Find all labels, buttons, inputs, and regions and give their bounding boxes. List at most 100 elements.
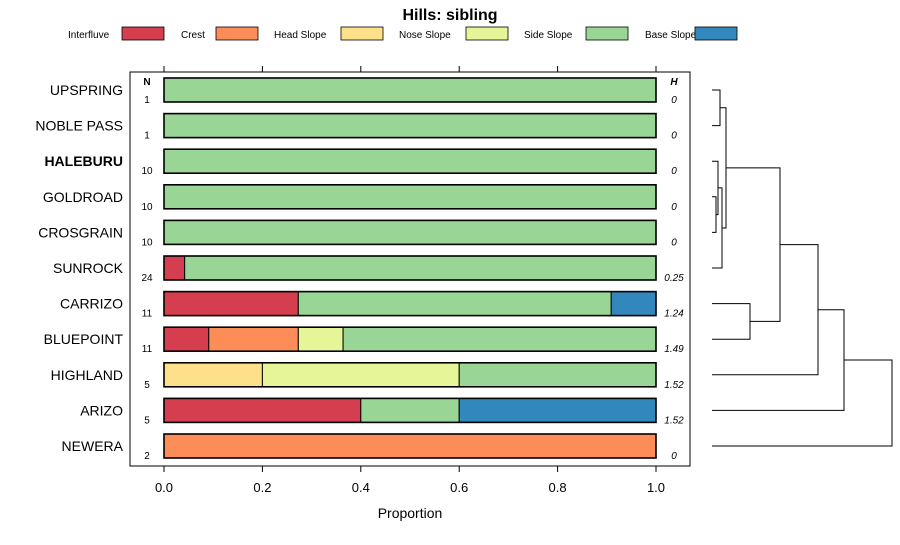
h-column-header: H [670,77,678,88]
row-label-bluepoint: BLUEPOINT [44,331,124,347]
bar-segment-goldroad-side-slope [163,184,657,210]
dendrogram [712,89,893,447]
h-value-crosgrain: 0 [671,237,677,248]
bar-segment-bluepoint-nose-slope [297,326,344,352]
bar-segment-carrizo-interfluve [163,291,299,317]
dendrogram-link-3 [712,187,723,269]
row-label-upspring: UPSPRING [50,82,123,98]
row-label-carrizo: CARRIZO [60,296,123,312]
bar-segment-bluepoint-interfluve [163,326,210,352]
h-value-newera: 0 [671,451,677,462]
bar-segment-highland-head-slope [163,362,263,388]
h-value-sunrock: 0.25 [664,273,684,284]
legend-swatch-crest [215,26,259,41]
bar-outline-newera [163,433,657,459]
n-value-goldroad: 10 [141,202,153,213]
dendrogram-link-0 [712,196,717,233]
bar-segment-haleburu-side-slope [163,148,657,174]
h-value-haleburu: 0 [671,166,677,177]
h-value-goldroad: 0 [671,202,677,213]
bars [163,77,657,459]
bar-segment-arizo-base-slope [458,397,657,423]
x-tick-label-1: 0.2 [253,480,271,495]
n-value-noble-pass: 1 [144,131,150,142]
dendrogram-link-7 [712,244,819,376]
chart-title: Hills: sibling [402,7,497,24]
row-label-newera: NEWERA [62,438,124,454]
bar-outline-bluepoint [163,326,657,353]
n-value-sunrock: 24 [141,273,153,284]
legend-swatch-side-slope [585,26,629,41]
bar-segment-arizo-interfluve [163,397,362,423]
bar-segment-crosgrain-side-slope [163,219,657,245]
bar-segment-arizo-side-slope [360,397,460,423]
row-label-arizo: ARIZO [80,402,123,418]
row-label-crosgrain: CROSGRAIN [38,224,123,240]
h-value-arizo: 1.52 [664,415,684,426]
dendrogram-link-1 [712,160,719,216]
bar-segment-noble-pass-side-slope [163,113,657,139]
x-axis-label: Proportion [378,505,443,521]
legend-label-base-slope: Base Slope [645,30,697,41]
row-label-haleburu: HALEBURU [44,153,123,169]
bar-segment-bluepoint-crest [208,326,299,352]
bar-segment-carrizo-base-slope [610,291,657,317]
bar-segment-highland-nose-slope [261,362,460,388]
n-value-arizo: 5 [144,415,150,426]
bar-segment-bluepoint-side-slope [342,326,657,352]
bar-segment-sunrock-interfluve [163,255,186,281]
n-value-upspring: 1 [144,95,150,106]
row-label-sunrock: SUNROCK [53,260,124,276]
x-axis: 0.0 0.2 0.4 0.6 0.8 1.0 [155,66,665,495]
x-tick-label-3: 0.6 [450,480,468,495]
n-column-header: N [143,77,150,88]
bar-outline-sunrock [163,255,657,281]
legend-label-side-slope: Side Slope [524,30,573,41]
dendrogram-link-2 [712,89,721,127]
dendrogram-link-5 [712,303,751,340]
bar-segment-highland-side-slope [458,362,657,388]
n-value-haleburu: 10 [141,166,153,177]
bar-outline-arizo [163,397,657,424]
bar-outline-goldroad [163,184,657,210]
row-label-noble-pass: NOBLE PASS [35,118,123,134]
x-tick-label-5: 1.0 [647,480,665,495]
bar-outline-highland [163,361,657,388]
legend-label-crest: Crest [181,30,205,41]
n-value-highland: 5 [144,380,150,391]
legend-swatch-base-slope [694,26,738,41]
h-value-bluepoint: 1.49 [664,344,684,355]
bar-segment-upspring-side-slope [163,77,657,103]
bar-outline-carrizo [163,290,657,317]
legend-swatch-head-slope [340,26,384,41]
dendrogram-link-8 [712,309,845,411]
h-value-highland: 1.52 [664,380,684,391]
dendrogram-link-6 [726,167,781,322]
n-value-newera: 2 [144,451,150,462]
bar-segment-newera-crest [163,433,657,459]
legend-label-interfluve: Interfluve [68,30,110,41]
dendrogram-link-9 [712,359,893,447]
legend-swatch-interfluve [121,26,165,41]
dendrogram-link-4 [720,107,727,229]
bar-segment-sunrock-side-slope [184,255,657,281]
bar-outline-crosgrain [163,219,657,246]
row-label-highland: HIGHLAND [51,367,123,383]
x-tick-label-4: 0.8 [549,480,567,495]
h-value-noble-pass: 0 [671,131,677,142]
bar-outline-noble-pass [163,112,657,139]
bar-segment-carrizo-side-slope [297,291,612,317]
bar-outline-haleburu [163,148,657,174]
x-tick-label-0: 0.0 [155,480,173,495]
legend-label-head-slope: Head Slope [274,30,327,41]
plot-frame [129,71,691,467]
n-value-carrizo: 11 [142,309,153,320]
n-value-crosgrain: 10 [141,237,153,248]
bar-outline-upspring [163,77,657,103]
h-value-upspring: 0 [671,95,677,106]
row-label-goldroad: GOLDROAD [43,189,123,205]
x-tick-label-2: 0.4 [352,480,370,495]
legend: Interfluve Crest Head Slope Nose Slope Side … [68,26,738,41]
legend-label-nose-slope: Nose Slope [399,30,451,41]
